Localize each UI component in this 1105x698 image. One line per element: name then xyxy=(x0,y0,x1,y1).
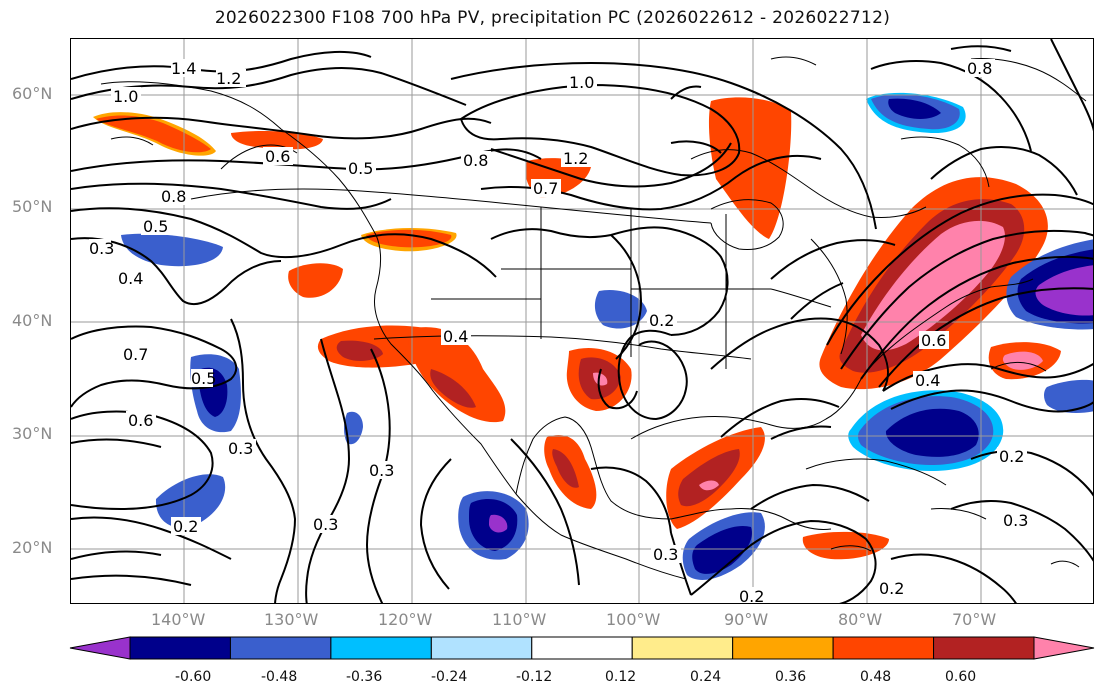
contour-label: 0.2 xyxy=(999,447,1024,466)
colorbar-tick-label: -0.36 xyxy=(346,669,383,685)
contour-label: 0.3 xyxy=(89,239,114,258)
lon-label-70w: 70°W xyxy=(952,610,997,629)
contour-label: 0.2 xyxy=(739,587,764,604)
lon-label-100w: 100°W xyxy=(606,610,661,629)
contour-label: 0.8 xyxy=(967,59,992,78)
map-title: 2026022300 F108 700 hPa PV, precipitatio… xyxy=(214,8,891,28)
contour-label: 0.6 xyxy=(921,331,946,350)
contour-label: 1.2 xyxy=(563,149,588,168)
colorbar-swatch xyxy=(732,636,834,660)
contour-label: 0.4 xyxy=(915,371,940,390)
contour-label: 0.3 xyxy=(313,515,338,534)
contour-label: 0.8 xyxy=(463,151,488,170)
contour-label: 0.3 xyxy=(369,461,394,480)
contour-label: 0.2 xyxy=(649,311,674,330)
contour-label: 0.6 xyxy=(265,147,290,166)
contour-label: 0.6 xyxy=(128,411,153,430)
pv-contours xyxy=(71,39,1093,603)
graticule xyxy=(71,39,1093,603)
lat-label-40n: 40°N xyxy=(12,311,53,330)
colorbar-swatch xyxy=(229,636,332,660)
map-canvas: 1.4 1.2 1.0 1.0 0.6 0.5 0.8 0.5 0.3 0.4 … xyxy=(71,39,1093,604)
contour-label: 0.7 xyxy=(533,179,558,198)
colorbar-tick-label: -0.12 xyxy=(516,669,553,685)
lon-label-120w: 120°W xyxy=(378,610,433,629)
contour-label: 0.4 xyxy=(443,327,468,346)
contour-label-group: 1.4 1.2 1.0 1.0 0.6 0.5 0.8 0.5 0.3 0.4 … xyxy=(89,59,1031,604)
contour-label: 0.5 xyxy=(348,159,373,178)
contour-label: 0.5 xyxy=(191,369,216,388)
lat-label-50n: 50°N xyxy=(12,197,53,216)
contour-label: 0.7 xyxy=(123,345,148,364)
colorbar-swatch xyxy=(430,636,533,660)
lon-label-110w: 110°W xyxy=(492,610,547,629)
contour-label: 0.8 xyxy=(161,187,186,206)
colorbar-tick-label: -0.48 xyxy=(261,669,298,685)
contour-label: 0.3 xyxy=(228,439,253,458)
contour-label: 0.3 xyxy=(653,545,678,564)
colorbar-swatch xyxy=(933,636,1035,660)
colorbar-swatch xyxy=(832,636,935,660)
lon-label-80w: 80°W xyxy=(838,610,883,629)
colorbar-extension-low xyxy=(69,636,131,660)
colorbar-tick-label: 0.48 xyxy=(860,669,892,685)
contour-label: 1.2 xyxy=(216,69,241,88)
contour-label: 0.3 xyxy=(1003,511,1028,530)
lat-label-20n: 20°N xyxy=(12,538,53,557)
map-panel: 1.4 1.2 1.0 1.0 0.6 0.5 0.8 0.5 0.3 0.4 … xyxy=(70,38,1094,604)
lat-label-60n: 60°N xyxy=(12,84,53,103)
colorbar-swatch xyxy=(129,636,231,660)
lon-label-140w: 140°W xyxy=(151,610,206,629)
colorbar-extension-high xyxy=(1033,636,1095,660)
colorbar-swatch xyxy=(631,636,734,660)
colorbar-swatch xyxy=(531,636,633,660)
contour-label: 1.4 xyxy=(171,59,196,78)
colorbar-tick-label: -0.24 xyxy=(431,669,468,685)
colorbar-tick-label: 0.24 xyxy=(690,669,722,685)
lat-label-30n: 30°N xyxy=(12,424,53,443)
contour-label: 0.4 xyxy=(118,269,143,288)
contour-label: 1.0 xyxy=(569,73,594,92)
lon-label-130w: 130°W xyxy=(264,610,319,629)
contour-label: 0.5 xyxy=(143,217,168,236)
contour-label: 0.2 xyxy=(173,517,198,536)
colorbar-tick-label: 0.12 xyxy=(605,669,637,685)
colorbar-tick-label: 0.60 xyxy=(945,669,977,685)
contour-label: 0.2 xyxy=(879,579,904,598)
contour-label: 1.0 xyxy=(113,87,138,106)
colorbar-tick-label: -0.60 xyxy=(175,669,212,685)
colorbar-tick-label: 0.36 xyxy=(775,669,807,685)
colorbar-swatch xyxy=(330,636,432,660)
lon-label-90w: 90°W xyxy=(724,610,769,629)
